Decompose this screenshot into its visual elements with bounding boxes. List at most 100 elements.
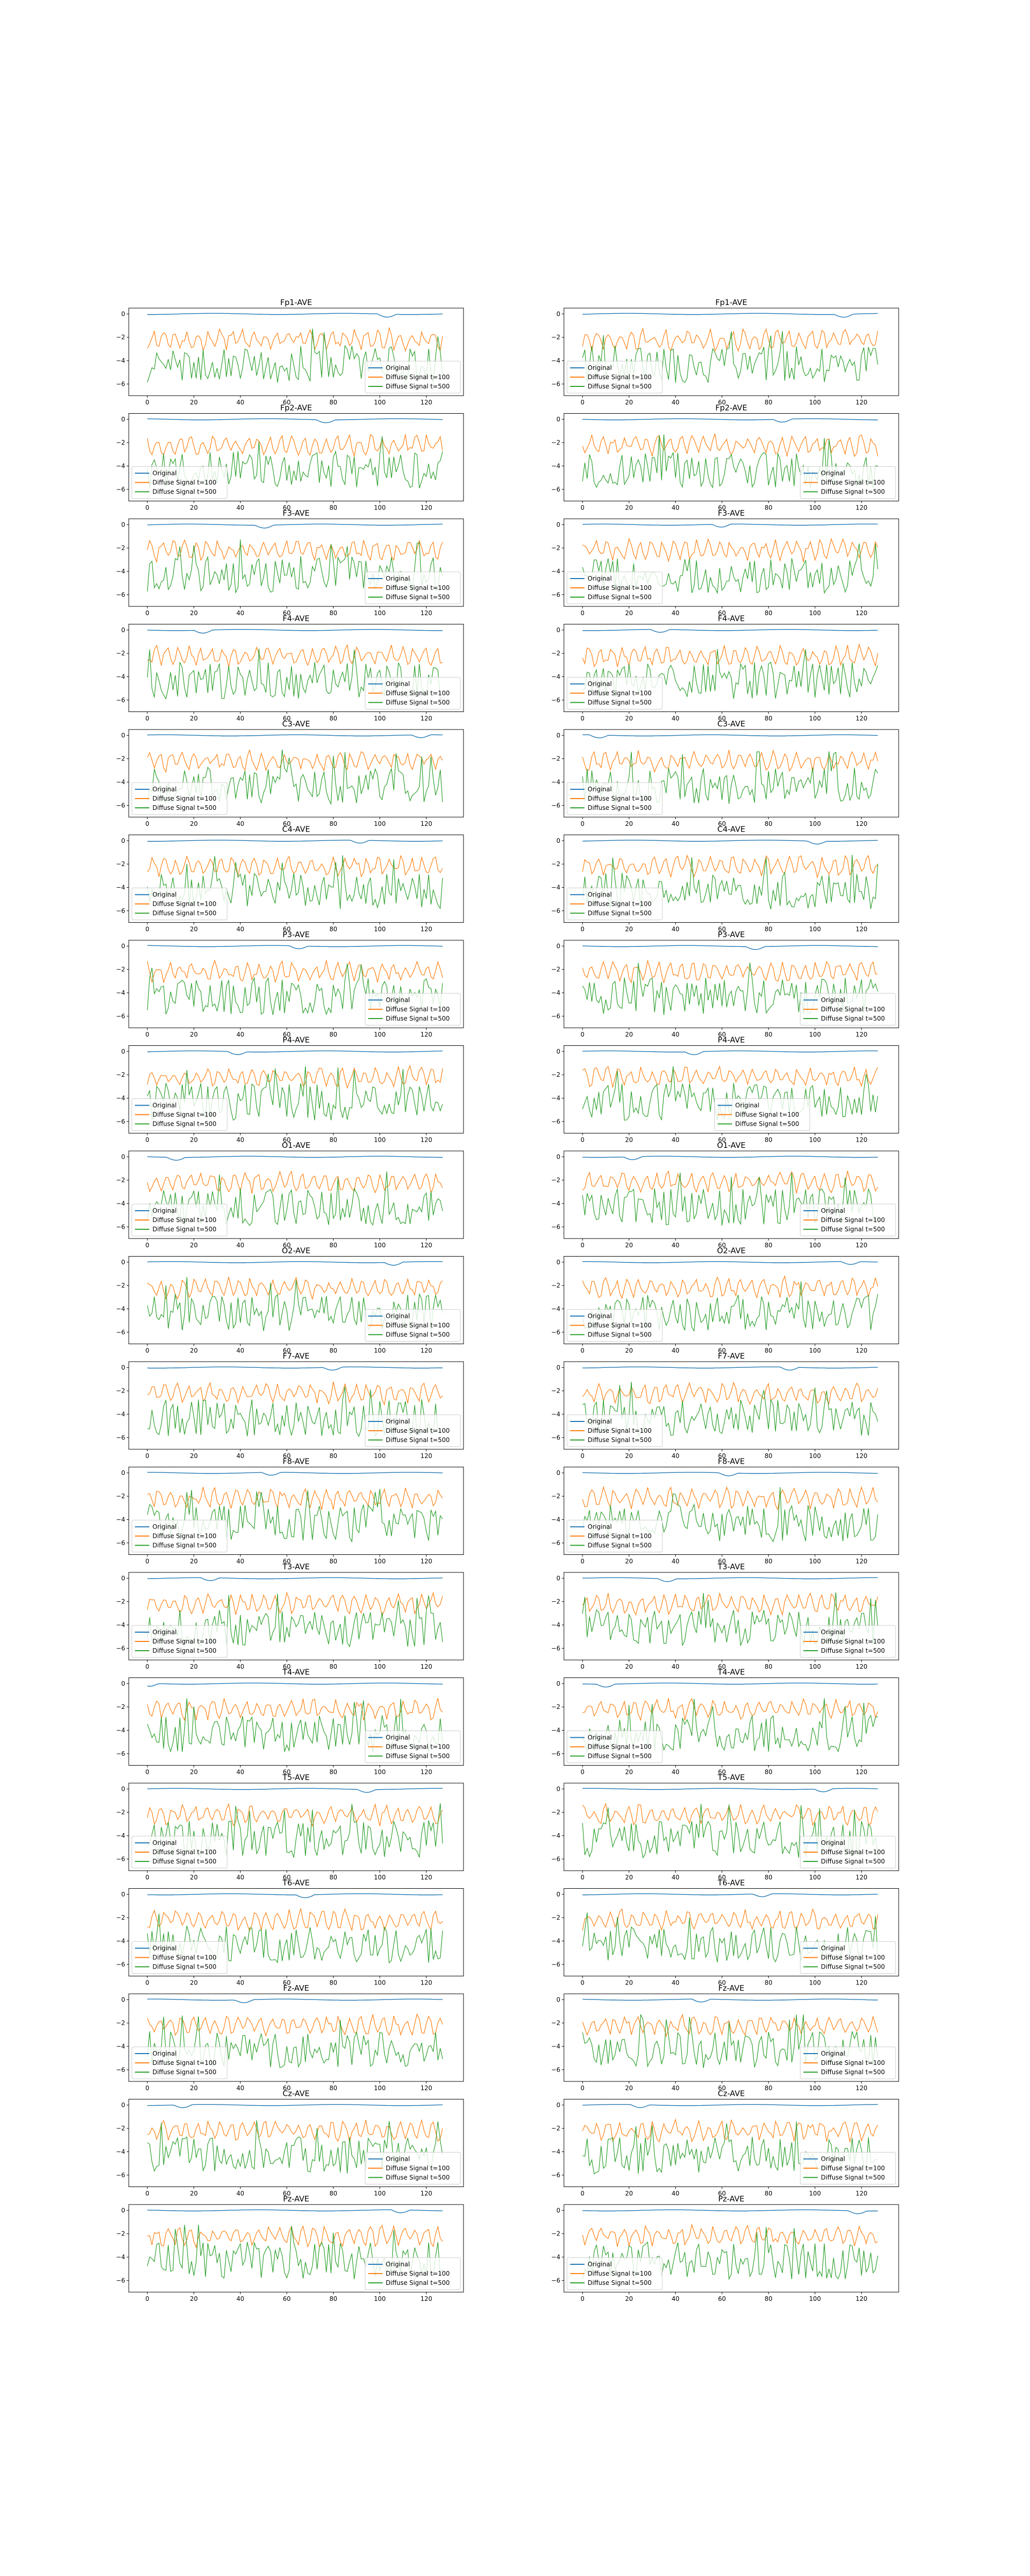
series-original-line [147,1050,443,1055]
y-tick-label: −4 [551,1095,560,1102]
legend-box [566,1520,663,1552]
subplot-o1-ave-0: O1-AVE 0 20 40 60 80 100 120 0 −2 −4 −6 Original Diff… [116,1141,464,1249]
x-tick-label: 40 [236,820,244,827]
series-t100-line [147,1698,443,1721]
x-tick-label: 0 [145,1979,149,1987]
axes-frame [128,1467,464,1555]
subplot-f3-ave-1: F3-AVE 0 20 40 60 80 100 120 0 −2 −4 −6 Original Diff… [551,509,899,617]
y-tick-label: −6 [551,697,560,704]
x-tick-label: 60 [283,2190,290,2197]
x-tick-label: 100 [374,1769,386,1776]
legend-label: Diffuse Signal t=500 [588,1436,651,1444]
x-tick-label: 120 [855,399,867,406]
x-tick-label: 60 [283,1347,290,1354]
y-tick-label: 0 [121,732,125,739]
x-tick-label: 120 [855,609,867,617]
legend-label: Diffuse Signal t=500 [386,383,450,390]
series-original-line [147,1788,443,1793]
legend: Original Diffuse Signal t=100 Diffuse Sign… [800,993,896,1026]
y-tick-label: −2 [551,1598,560,1605]
legend-label: Diffuse Signal t=100 [386,374,450,381]
legend-label: Original [386,364,410,371]
y-tick-label: 0 [556,1891,560,1898]
x-tick-label: 40 [672,1137,679,1144]
legend-label: Diffuse Signal t=100 [821,1006,885,1013]
x-tick-label: 80 [765,1769,772,1776]
x-tick-label: 0 [145,926,149,933]
y-tick-label: −4 [116,1200,125,1207]
y-tick-label: 0 [121,1785,125,1792]
x-tick-label: 40 [236,2295,244,2302]
series-t100-line [582,2223,878,2247]
x-tick-label: 20 [625,2295,633,2302]
legend: Original Diffuse Signal t=100 Diffuse Sign… [566,571,663,604]
series-t100-line [147,1064,443,1089]
y-tick-label: −2 [551,755,560,762]
y-tick-label: −6 [551,907,560,914]
x-tick-label: 60 [718,715,726,722]
legend-label: Original [821,1629,845,1636]
subplot-title: T5-AVE [282,1773,310,1782]
y-tick-label: −6 [551,2066,560,2073]
x-tick-label: 100 [374,820,386,827]
y-tick-label: 0 [556,732,560,739]
legend-label: Diffuse Signal t=500 [821,1015,885,1022]
x-tick-label: 0 [145,2084,149,2092]
subplot-title: P3-AVE [283,930,310,939]
subplot-t4-ave-0: T4-AVE 0 20 40 60 80 100 120 0 −2 −4 −6 Original Diff… [116,1668,464,1776]
x-tick-label: 100 [374,1347,386,1354]
legend-box [131,1625,228,1658]
axes-frame [128,729,464,818]
subplot-title: Pz-AVE [283,2194,309,2204]
x-tick-label: 40 [236,399,244,406]
x-tick-label: 40 [236,2190,244,2197]
legend-label: Diffuse Signal t=100 [588,690,651,697]
y-tick-label: −4 [116,1095,125,1102]
x-tick-label: 100 [809,1137,821,1144]
x-tick-label: 0 [580,1031,585,1038]
series-t100-line [582,643,878,668]
y-tick-label: −4 [116,1938,125,1945]
x-tick-label: 100 [809,1242,821,1249]
x-tick-label: 120 [855,1663,867,1670]
x-tick-label: 60 [283,1031,290,1038]
y-tick-label: −6 [116,2277,125,2284]
subplot-t6-ave-1: T6-AVE 0 20 40 60 80 100 120 0 −2 −4 −6 Original Diff… [551,1878,899,1987]
x-tick-label: 120 [420,820,432,827]
axes-frame [563,1572,899,1660]
legend-label: Original [821,2050,845,2057]
x-tick-label: 0 [580,1663,585,1670]
subplot-title: F4-AVE [718,614,745,623]
x-tick-label: 80 [330,504,337,512]
y-tick-label: −6 [551,2172,560,2179]
y-tick-label: −6 [551,1961,560,1968]
subplot-c4-ave-1: C4-AVE 0 20 40 60 80 100 120 0 −2 −4 −6 Original Diff… [551,825,899,933]
y-tick-label: −6 [116,1118,125,1125]
y-tick-label: −6 [116,907,125,914]
legend: Original Diffuse Signal t=100 Diffuse Sign… [131,1941,228,1974]
series-original-line [147,1261,443,1266]
y-tick-label: −4 [116,1516,125,1523]
legend: Original Diffuse Signal t=100 Diffuse Sign… [566,1309,663,1342]
legend-box [566,782,663,815]
y-tick-label: −2 [551,1914,560,1921]
y-tick-label: 0 [556,1680,560,1687]
x-tick-label: 40 [672,1558,679,1565]
legend: Original Diffuse Signal t=100 Diffuse Sign… [800,1625,896,1658]
legend-label: Diffuse Signal t=500 [152,1121,216,1128]
x-tick-label: 80 [765,1031,772,1038]
legend-label: Diffuse Signal t=500 [152,1858,216,1865]
y-tick-label: −4 [116,2043,125,2050]
legend-box [365,2152,461,2184]
y-tick-label: −4 [551,989,560,996]
x-tick-label: 20 [190,504,198,512]
y-tick-label: −6 [551,591,560,598]
legend-label: Original [152,1523,177,1531]
y-tick-label: −6 [551,1223,560,1230]
y-tick-label: −6 [116,697,125,704]
legend-label: Diffuse Signal t=100 [386,2270,450,2277]
x-tick-label: 120 [855,1031,867,1038]
legend-label: Diffuse Signal t=500 [386,594,450,601]
legend-label: Diffuse Signal t=500 [386,1753,450,1760]
x-tick-label: 80 [330,1874,337,1881]
